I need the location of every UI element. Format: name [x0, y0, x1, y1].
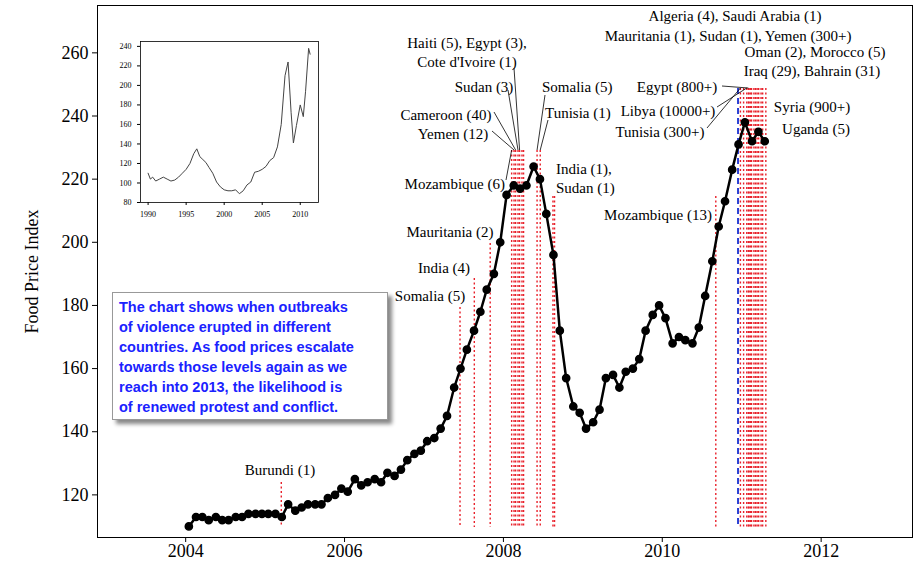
svg-text:Somalia (5): Somalia (5)	[395, 288, 465, 305]
svg-text:220: 220	[62, 169, 89, 189]
svg-text:220: 220	[120, 61, 132, 70]
svg-text:2012: 2012	[803, 541, 839, 561]
svg-text:Oman (2), Morocco (5): Oman (2), Morocco (5)	[745, 44, 886, 61]
html-text:reach into 2013, the likelihoo: reach into 2013, the likelihood is	[119, 379, 343, 395]
svg-text:140: 140	[62, 421, 89, 441]
svg-text:260: 260	[62, 43, 89, 63]
svg-text:Iraq (29), Bahrain (31): Iraq (29), Bahrain (31)	[744, 63, 881, 80]
svg-text:Algeria (4), Saudi Arabia (1): Algeria (4), Saudi Arabia (1)	[649, 8, 822, 25]
svg-text:India (4): India (4)	[418, 260, 470, 277]
svg-text:Cameroon (40): Cameroon (40)	[400, 107, 491, 124]
svg-text:160: 160	[120, 120, 132, 129]
svg-text:Uganda (5): Uganda (5)	[782, 121, 850, 138]
svg-text:1990: 1990	[140, 210, 156, 219]
svg-text:Somalia (5): Somalia (5)	[542, 79, 612, 96]
svg-text:240: 240	[120, 42, 132, 51]
html-text:countries. As food prices esca: countries. As food prices escalate	[119, 339, 354, 355]
svg-text:140: 140	[120, 140, 132, 149]
svg-text:160: 160	[62, 358, 89, 378]
svg-text:2006: 2006	[327, 541, 363, 561]
svg-text:Libya (10000+): Libya (10000+)	[621, 103, 716, 120]
svg-text:Tunisia (1): Tunisia (1)	[545, 105, 611, 122]
svg-text:Mozambique (6): Mozambique (6)	[405, 176, 505, 193]
svg-text:Burundi (1): Burundi (1)	[245, 462, 315, 479]
svg-text:80: 80	[124, 198, 132, 207]
svg-text:200: 200	[62, 232, 89, 252]
svg-text:India (1),: India (1),	[556, 161, 612, 178]
svg-text:Mauritania (2): Mauritania (2)	[406, 224, 493, 241]
svg-text:200: 200	[120, 81, 132, 90]
svg-text:Mozambique (13): Mozambique (13)	[604, 207, 712, 224]
svg-text:Egypt (800+): Egypt (800+)	[637, 79, 718, 96]
svg-text:180: 180	[120, 100, 132, 109]
svg-text:1995: 1995	[178, 210, 194, 219]
svg-text:Haiti (5), Egypt (3),: Haiti (5), Egypt (3),	[407, 35, 527, 52]
svg-text:180: 180	[62, 295, 89, 315]
svg-text:120: 120	[62, 485, 89, 505]
svg-text:Sudan (3): Sudan (3)	[455, 79, 514, 96]
svg-text:240: 240	[62, 106, 89, 126]
svg-text:Tunisia (300+): Tunisia (300+)	[615, 124, 704, 141]
svg-text:2004: 2004	[168, 541, 204, 561]
svg-text:2010: 2010	[292, 210, 308, 219]
svg-text:Mauritania (1), Sudan (1), Yem: Mauritania (1), Sudan (1), Yemen (300+)	[605, 28, 852, 45]
svg-text:2010: 2010	[644, 541, 680, 561]
svg-text:Food Price Index: Food Price Index	[22, 210, 42, 334]
svg-text:2005: 2005	[254, 210, 270, 219]
svg-text:100: 100	[120, 179, 132, 188]
html-text:of renewed protest and conflic: of renewed protest and conflict.	[119, 399, 339, 415]
svg-text:120: 120	[120, 159, 132, 168]
html-text:of violence erupted in differe: of violence erupted in different	[119, 319, 331, 335]
svg-text:Cote d'Ivoire (1): Cote d'Ivoire (1)	[417, 54, 516, 71]
svg-text:Yemen (12): Yemen (12)	[418, 126, 489, 143]
svg-text:2000: 2000	[216, 210, 232, 219]
svg-text:Sudan (1): Sudan (1)	[556, 180, 615, 197]
html-text:towards those levels again as: towards those levels again as we	[119, 359, 348, 375]
html-text:The chart shows when outbreaks: The chart shows when outbreaks	[119, 299, 348, 315]
svg-text:2008: 2008	[485, 541, 521, 561]
svg-text:Syria (900+): Syria (900+)	[774, 99, 850, 116]
